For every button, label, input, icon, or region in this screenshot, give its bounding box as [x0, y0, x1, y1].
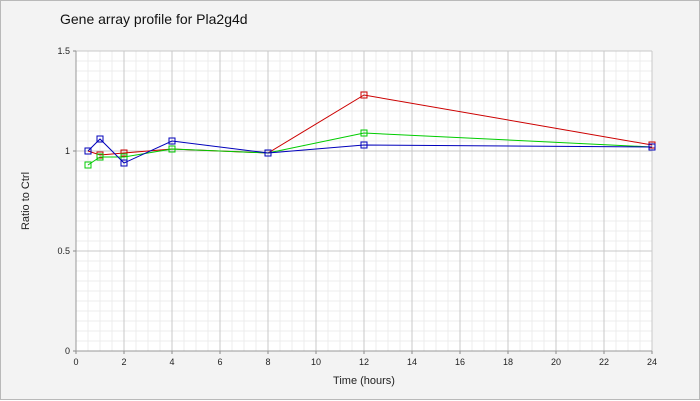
data-point-marker: [264, 149, 272, 157]
data-point-marker: [120, 159, 128, 167]
data-point-marker: [360, 141, 368, 149]
data-point-marker: [84, 161, 92, 169]
series-3: [84, 135, 656, 167]
x-tick-label: 0: [73, 357, 78, 367]
data-point-marker: [96, 153, 104, 161]
y-axis-label: Ratio to Ctrl: [20, 172, 32, 230]
x-tick-label: 22: [599, 357, 609, 367]
x-tick-label: 8: [265, 357, 270, 367]
series-group: [84, 91, 656, 169]
x-tick-label: 2: [121, 357, 126, 367]
y-tick-label: 1: [65, 146, 70, 156]
x-tick-label: 20: [551, 357, 561, 367]
x-tick-label: 6: [217, 357, 222, 367]
x-tick-label: 24: [647, 357, 657, 367]
x-tick-label: 10: [311, 357, 321, 367]
x-tick-label: 18: [503, 357, 513, 367]
y-tick-label: 0: [65, 346, 70, 356]
data-point-marker: [360, 91, 368, 99]
data-point-marker: [96, 135, 104, 143]
data-point-marker: [120, 149, 128, 157]
data-point-marker: [360, 129, 368, 137]
grid: [75, 50, 653, 352]
series-line: [87, 138, 653, 164]
series-line: [87, 132, 653, 166]
x-axis-label: Time (hours): [333, 375, 395, 387]
data-point-marker: [84, 147, 92, 155]
x-tick-label: 16: [455, 357, 465, 367]
chart-title: Gene array profile for Pla2g4d: [60, 11, 248, 27]
y-tick-label: 1.5: [57, 46, 70, 56]
data-point-marker: [168, 137, 176, 145]
data-point-marker: [648, 143, 656, 151]
data-point-marker: [168, 145, 176, 153]
x-tick-label: 12: [359, 357, 369, 367]
x-tick-label: 14: [407, 357, 417, 367]
x-tick-label: 4: [169, 357, 174, 367]
y-tick-label: 0.5: [57, 246, 70, 256]
